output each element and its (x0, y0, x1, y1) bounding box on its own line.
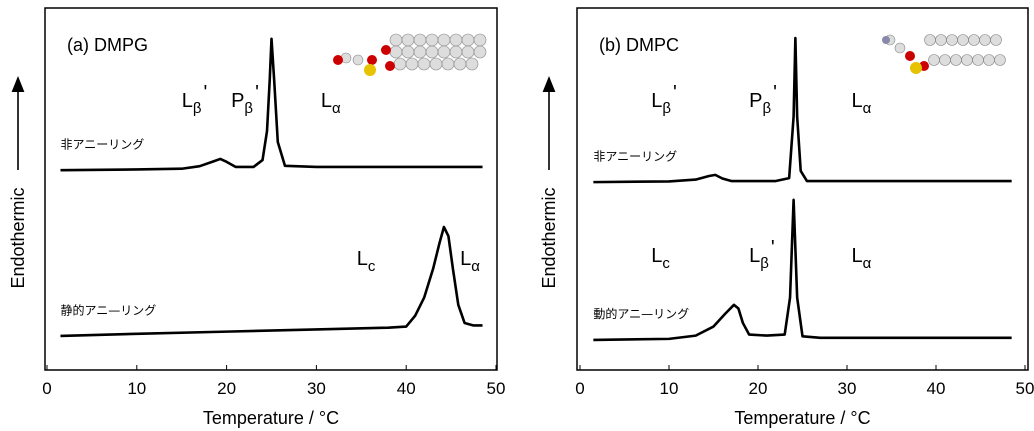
y-axis-label: Endothermic (539, 187, 559, 288)
phase-base: L (851, 245, 862, 267)
phase-base: L (651, 90, 662, 112)
curve-label: 静的アニ—リング (60, 302, 156, 317)
plot-frame (576, 7, 1029, 371)
phase-sub: α (471, 258, 480, 275)
phase-label: Lβ' (651, 82, 677, 117)
phase-sub: β (662, 100, 671, 117)
dsc-curve (593, 198, 1012, 342)
phase-label: Lc (651, 245, 670, 272)
phase-base: L (460, 248, 471, 270)
x-axis-label: Temperature / °C (203, 408, 339, 428)
y-axis-label: Endothermic (8, 187, 28, 288)
x-tick-label: 20 (749, 379, 768, 398)
x-tick-label: 20 (217, 379, 236, 398)
x-tick-label: 30 (307, 379, 326, 398)
phase-base: L (321, 90, 332, 112)
phase-base: L (749, 245, 760, 267)
phase-suffix: ' (203, 82, 207, 104)
panel-title: (b) DMPC (599, 35, 679, 55)
x-axis-label: Temperature / °C (734, 408, 870, 428)
curve-label: 動的アニ—リング (593, 306, 689, 321)
dsc-curve (60, 37, 483, 172)
phase-suffix: ' (673, 82, 677, 104)
phase-base: L (182, 90, 193, 112)
phase-sub: β (760, 255, 769, 272)
x-tick-label: 50 (1016, 379, 1034, 398)
phase-base: L (851, 90, 862, 112)
phase-label: Pβ' (749, 82, 777, 117)
phase-label: Pβ' (231, 82, 259, 117)
phase-sub: α (863, 100, 872, 117)
phase-suffix: ' (773, 82, 777, 104)
phase-suffix: ' (771, 237, 775, 259)
dsc-curve (60, 225, 483, 338)
curve-label: 非アニーリング (60, 137, 144, 151)
plot-frame (44, 7, 498, 371)
phase-label: Lα (851, 90, 871, 117)
phase-base: P (749, 90, 762, 112)
phase-base: L (651, 245, 662, 267)
phase-sub: c (368, 258, 376, 275)
phase-label: Lα (460, 248, 480, 275)
x-tick-label: 40 (397, 379, 416, 398)
phase-sub: α (332, 100, 341, 117)
x-tick-label: 50 (487, 379, 506, 398)
phase-sub: β (762, 100, 771, 117)
phase-label: Lβ' (182, 82, 208, 117)
x-tick-label: 0 (575, 379, 584, 398)
x-tick-label: 10 (127, 379, 146, 398)
x-tick-label: 0 (42, 379, 51, 398)
phase-label: Lβ' (749, 237, 775, 272)
phase-label: Lα (851, 245, 871, 272)
panel-title: (a) DMPG (67, 35, 148, 55)
phase-label: Lα (321, 90, 341, 117)
phase-base: P (231, 90, 244, 112)
dsc-curve (593, 36, 1012, 184)
phase-sub: α (863, 255, 872, 272)
x-tick-label: 40 (927, 379, 946, 398)
x-tick-label: 30 (838, 379, 857, 398)
x-tick-label: 10 (660, 379, 679, 398)
curve-label: 非アニーリング (593, 149, 677, 163)
phase-suffix: ' (255, 82, 259, 104)
phase-sub: c (662, 255, 670, 272)
phase-sub: β (244, 100, 253, 117)
molecule-icon (333, 33, 1006, 76)
phase-base: L (357, 248, 368, 270)
phase-label: Lc (357, 248, 376, 275)
phase-sub: β (193, 100, 202, 117)
